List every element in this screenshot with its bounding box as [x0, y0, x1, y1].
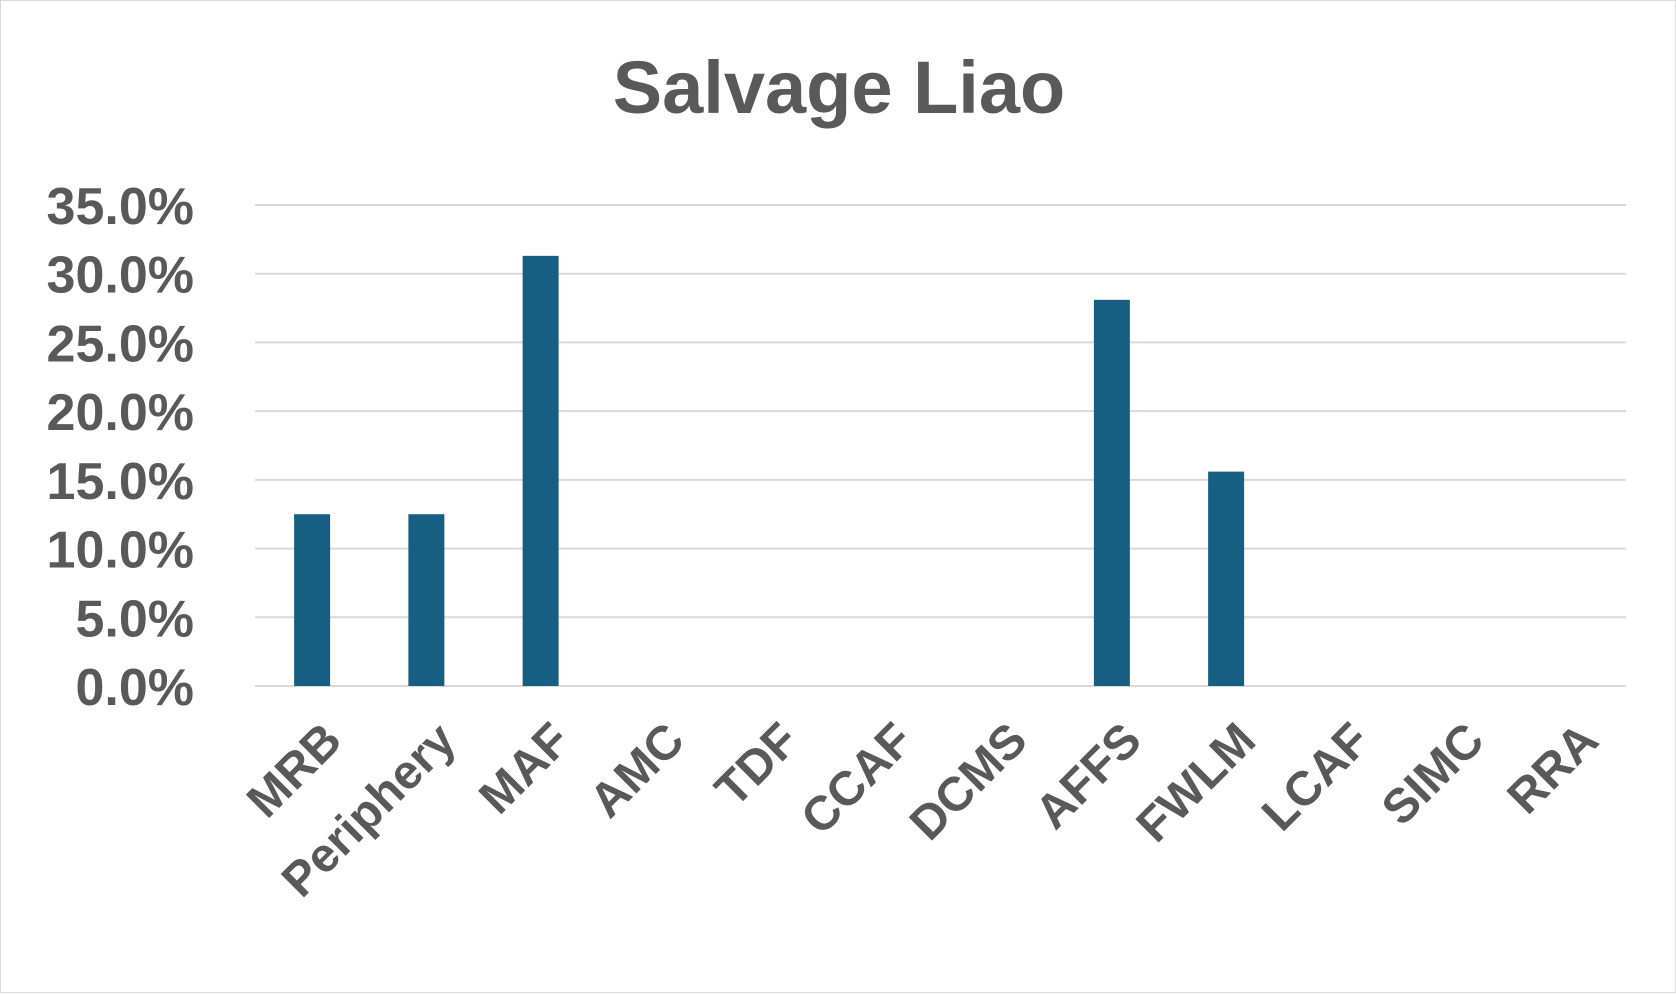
y-tick-label: 10.0%: [47, 522, 194, 580]
gridlines: [255, 204, 1626, 687]
y-axis-ticks: 0.0% 5.0% 10.0% 15.0% 20.0% 25.0% 30.0% 35.0%: [47, 178, 194, 717]
bars: [294, 255, 1245, 686]
x-tick-label: SIMC: [1372, 713, 1494, 835]
bar-maf: [522, 255, 559, 686]
bar-mrb: [294, 514, 331, 686]
x-tick-label: AMC: [580, 713, 695, 828]
bar-fwlm: [1208, 471, 1245, 686]
x-tick-label: MAF: [469, 713, 580, 824]
x-tick-label: DCMS: [900, 713, 1037, 850]
x-tick-label: FWLM: [1127, 713, 1266, 852]
y-tick-label: 20.0%: [47, 384, 194, 442]
x-tick-label: TDF: [705, 713, 808, 816]
y-tick-label: 5.0%: [75, 590, 194, 648]
bar-affs: [1093, 299, 1130, 686]
x-tick-label: CCAF: [791, 713, 923, 845]
y-tick-label: 25.0%: [47, 315, 194, 373]
x-tick-label: LCAF: [1252, 713, 1380, 841]
y-tick-label: 0.0%: [75, 659, 194, 717]
x-tick-label: RRA: [1498, 713, 1609, 824]
bar-periphery: [408, 514, 445, 686]
y-tick-label: 15.0%: [47, 453, 194, 511]
y-tick-label: 30.0%: [47, 247, 194, 305]
chart-title: Salvage Liao: [613, 46, 1065, 129]
y-tick-label: 35.0%: [47, 178, 194, 236]
